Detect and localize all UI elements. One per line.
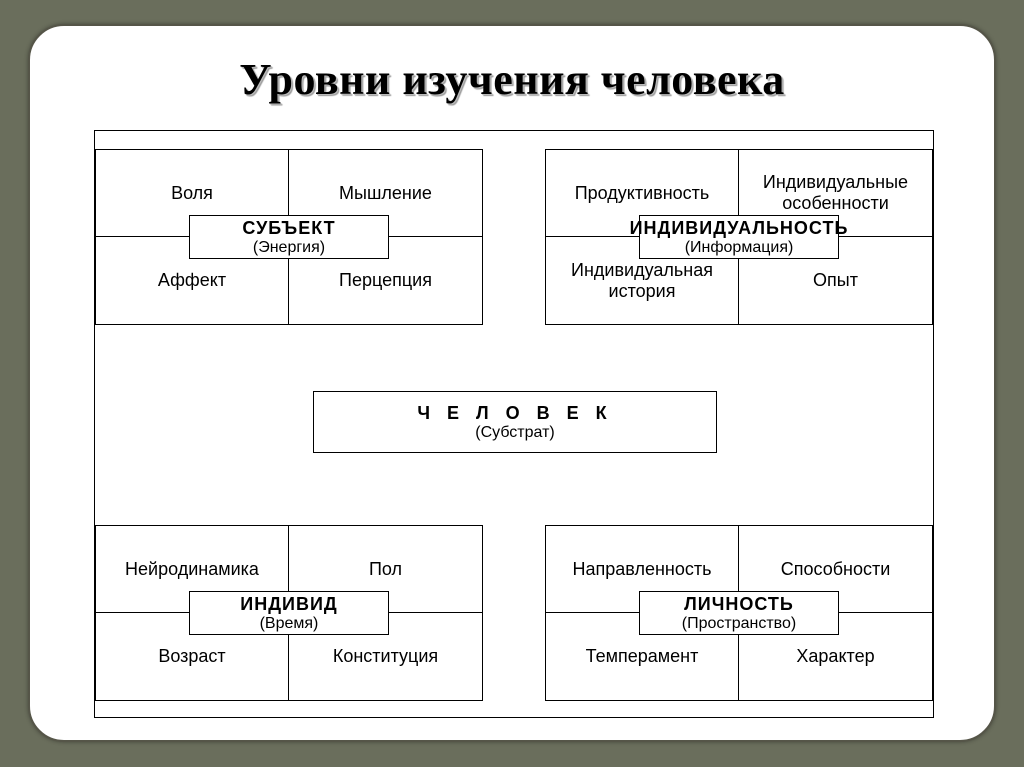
hub-human-title: Ч Е Л О В Е К bbox=[417, 403, 612, 424]
hub-subject-title: СУБЪЕКТ bbox=[242, 218, 335, 239]
hub-individuality-subtitle: (Информация) bbox=[685, 239, 794, 257]
diagram-area: Воля Мышление Аффект Перцепция СУБЪЕКТ (… bbox=[94, 130, 934, 718]
hub-human-subtitle: (Субстрат) bbox=[475, 424, 554, 442]
hub-human: Ч Е Л О В Е К (Субстрат) bbox=[313, 391, 717, 453]
hub-personality-subtitle: (Пространство) bbox=[682, 615, 796, 633]
hub-individ-title: ИНДИВИД bbox=[240, 594, 337, 615]
hub-personality-title: ЛИЧНОСТЬ bbox=[684, 594, 794, 615]
quadrant-subject: Воля Мышление Аффект Перцепция СУБЪЕКТ (… bbox=[95, 149, 483, 325]
hub-personality: ЛИЧНОСТЬ (Пространство) bbox=[639, 591, 839, 635]
slide-frame: Уровни изучения человека Воля Мышление А… bbox=[28, 24, 996, 742]
hub-individ-subtitle: (Время) bbox=[260, 615, 319, 633]
hub-subject: СУБЪЕКТ (Энергия) bbox=[189, 215, 389, 259]
quadrant-personality: Направленность Способности Темперамент Х… bbox=[545, 525, 933, 701]
hub-individ: ИНДИВИД (Время) bbox=[189, 591, 389, 635]
slide-title: Уровни изучения человека bbox=[30, 26, 994, 115]
hub-individuality-title: ИНДИВИДУАЛЬНОСТЬ bbox=[630, 218, 849, 239]
hub-subject-subtitle: (Энергия) bbox=[253, 239, 325, 257]
quadrant-individ: Нейродинамика Пол Возраст Конституция ИН… bbox=[95, 525, 483, 701]
hub-individuality: ИНДИВИДУАЛЬНОСТЬ (Информация) bbox=[639, 215, 839, 259]
quadrant-individuality: Продуктивность Индивидуальные особенност… bbox=[545, 149, 933, 325]
